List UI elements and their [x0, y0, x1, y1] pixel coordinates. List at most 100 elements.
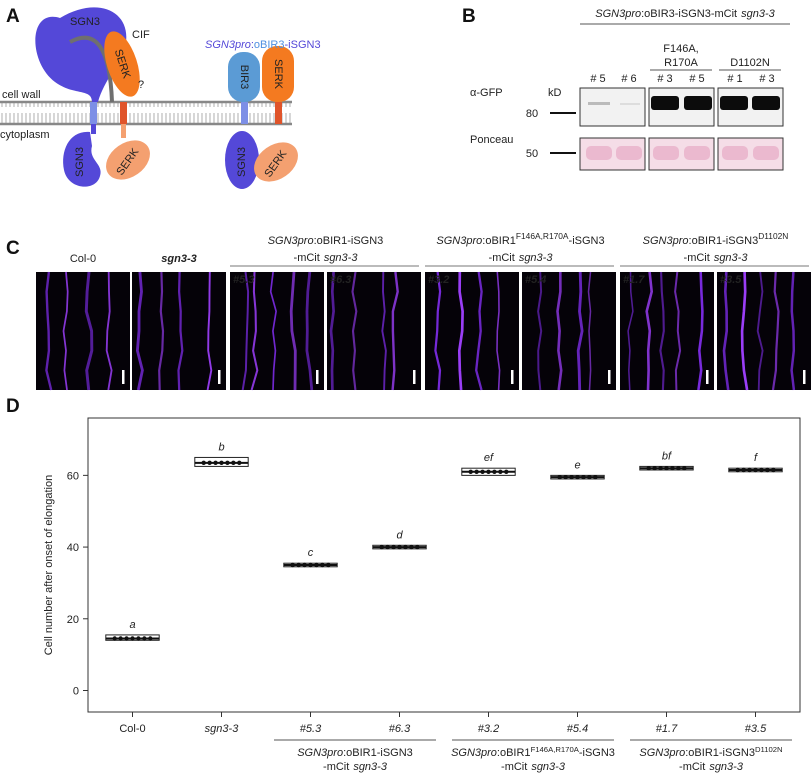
cell-wall-signal [434, 271, 442, 391]
sgn3-ectodomain [35, 7, 127, 103]
model-diagram [0, 7, 298, 189]
text-part: SGN3pro [451, 747, 497, 759]
band [620, 103, 640, 105]
data-point [130, 636, 135, 641]
cell-wall-signal [177, 271, 184, 391]
data-point [593, 474, 598, 480]
scale-bar [316, 370, 319, 384]
data-point [646, 465, 651, 471]
cell-wall-signal [475, 271, 483, 391]
cell-wall-signal [62, 271, 69, 391]
bir3-ectodomain [228, 52, 260, 102]
data-point [741, 467, 746, 473]
construct-label: -mCit sgn3-3 [679, 761, 744, 773]
ponceau-band [684, 146, 710, 160]
data-point [563, 474, 568, 480]
data-point [124, 636, 129, 641]
cell-wall-signal [722, 271, 730, 391]
lane-label: # 1 [727, 73, 742, 85]
cell-wall-signal [305, 271, 314, 391]
cell-wall-signal [105, 271, 113, 391]
transmembrane [90, 102, 97, 124]
text-part: -mCit [294, 252, 320, 264]
text-part: -mCit [501, 761, 527, 773]
protein-label: SGN3 [236, 147, 248, 177]
genotype-label: sgn3-3 [161, 253, 196, 265]
text-part: D1102N [755, 745, 783, 754]
serk-kinase [254, 142, 298, 182]
cif-label: CIF [132, 29, 150, 41]
cell-wall-signal [659, 271, 665, 391]
sgn3-kinase [225, 131, 259, 189]
panel-label: B [462, 6, 476, 27]
scale-bar [413, 370, 416, 384]
data-point [759, 467, 764, 473]
data-point [397, 544, 402, 550]
line-label: #3.5 [720, 274, 742, 286]
data-point [771, 467, 776, 473]
text-part: SGN3pro [643, 235, 689, 247]
lane-label: # 6 [621, 73, 636, 85]
data-point [320, 562, 325, 568]
cell-wall-label: cell wall [2, 89, 41, 101]
text-part: sgn3-3 [519, 252, 554, 264]
band [752, 96, 780, 110]
text-part: -mCit [679, 761, 705, 773]
construct-title: SGN3pro:oBIR3-iSGN3 [205, 39, 321, 51]
data-point [735, 467, 740, 473]
cell-wall-signal [135, 271, 144, 391]
mutation-label: D1102N [730, 57, 770, 69]
serk-ectodomain [262, 46, 294, 102]
line-label: #3.2 [428, 274, 449, 286]
text-part: sgn3-3 [324, 252, 359, 264]
construct-label: SGN3pro:oBIR1F146A,R170A-iSGN3 [451, 745, 615, 760]
linker [91, 124, 96, 134]
text-part: SGN3pro [297, 747, 343, 759]
data-point [231, 460, 236, 466]
significance-letter: bf [662, 450, 672, 462]
x-tick-label: #5.3 [300, 723, 322, 735]
scale-bar [803, 370, 806, 384]
membrane [0, 102, 292, 124]
text-part: :oBIR1-iSGN3 [343, 747, 413, 759]
data-point [498, 469, 503, 474]
cell-wall-signal [289, 271, 297, 391]
data-point [385, 544, 390, 550]
antibody-label: α-GFP [470, 87, 503, 99]
x-tick-label: Col-0 [119, 723, 145, 735]
transmembrane [120, 102, 127, 124]
text-part: :oBIR1-iSGN3 [685, 747, 755, 759]
scale-bar [608, 370, 611, 384]
data-point [379, 544, 384, 550]
construct-label: SGN3pro:oBIR1F146A,R170A-iSGN3 [436, 231, 604, 247]
text-part: F146A,R170A [531, 745, 580, 754]
ponceau-band [586, 146, 612, 160]
marker-label: 80 [526, 108, 538, 120]
text-part: SGN3pro [595, 8, 641, 20]
text-part: SGN3pro [436, 235, 482, 247]
data-point [569, 474, 574, 480]
scale-bar [218, 370, 221, 384]
data-point [302, 562, 307, 568]
cell-wall-signal [84, 271, 94, 391]
cell-wall-signal [674, 271, 682, 391]
cell-wall-signal [45, 271, 53, 391]
band [684, 96, 712, 110]
ponceau-band [722, 146, 748, 160]
cell-wall-signal [391, 271, 399, 391]
data-point [219, 460, 224, 466]
western-blot [550, 23, 790, 171]
data-point [765, 467, 770, 473]
mutation-label: F146A, [663, 43, 698, 55]
text-part: sgn3-3 [353, 761, 388, 773]
ponceau-band [753, 146, 779, 160]
text-part: sgn3-3 [714, 252, 749, 264]
construct-label: -mCit sgn3-3 [323, 761, 388, 773]
text-part: :oBIR1-iSGN3 [689, 235, 759, 247]
protein-label: SGN3 [70, 16, 100, 28]
genotype-label: Col-0 [70, 253, 96, 265]
data-point [575, 474, 580, 480]
significance-letter: ef [484, 452, 494, 464]
data-point [142, 636, 147, 641]
cell-wall-signal [771, 271, 780, 391]
